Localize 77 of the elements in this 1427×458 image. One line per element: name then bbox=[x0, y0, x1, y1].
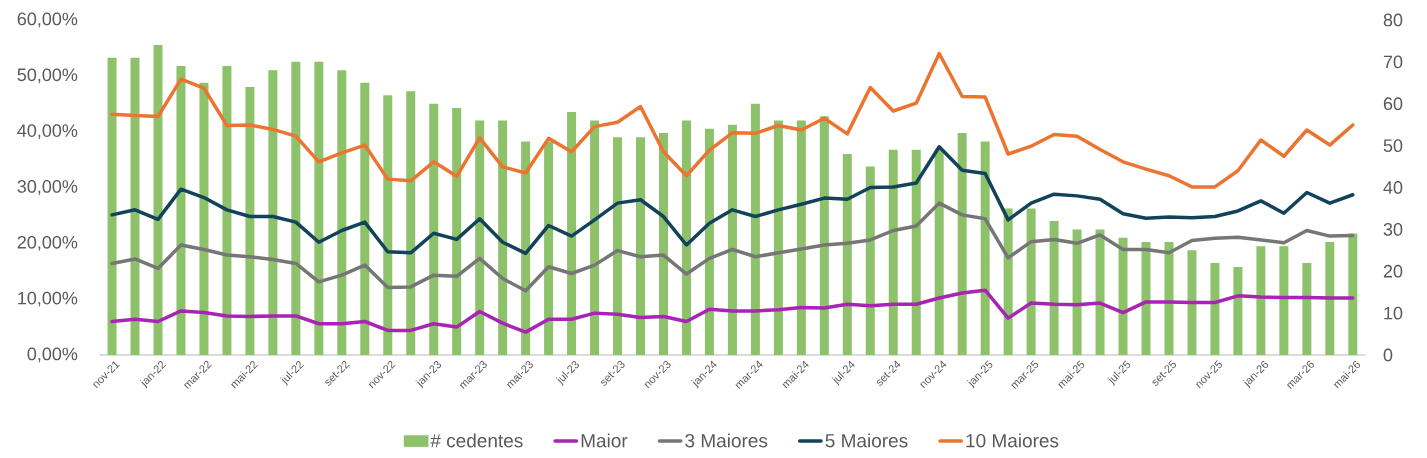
y-tick-label: 60,00% bbox=[17, 12, 78, 28]
bar bbox=[1095, 229, 1105, 355]
y2-tick-label: 30 bbox=[1383, 222, 1403, 236]
y2-tick-label: 60 bbox=[1383, 97, 1403, 111]
bar bbox=[704, 128, 714, 355]
y-tick-label: 20,00% bbox=[17, 235, 78, 251]
y-tick-label: 40,00% bbox=[17, 124, 78, 140]
y-tick-label: 0,00% bbox=[27, 347, 78, 363]
legend-label: # cedentes bbox=[430, 433, 523, 448]
bar bbox=[130, 57, 140, 355]
y2-tick-label: 80 bbox=[1383, 13, 1403, 27]
bar bbox=[314, 61, 324, 355]
y2-tick-label: 40 bbox=[1383, 181, 1403, 194]
bar bbox=[1072, 229, 1082, 355]
bar bbox=[773, 120, 783, 355]
bar bbox=[544, 141, 554, 355]
y2-tick-label: 20 bbox=[1383, 264, 1403, 278]
bar bbox=[360, 82, 370, 355]
bar bbox=[521, 141, 531, 355]
line-series bbox=[110, 144, 1355, 256]
bar bbox=[1026, 208, 1036, 355]
y2-tick-label: 0 bbox=[1383, 348, 1393, 362]
y2-tick-label: 50 bbox=[1383, 139, 1403, 152]
bar bbox=[750, 103, 760, 355]
bar bbox=[613, 137, 623, 355]
bar bbox=[796, 120, 806, 355]
bar bbox=[153, 45, 163, 355]
bar bbox=[107, 57, 117, 355]
bar bbox=[1210, 262, 1220, 355]
bar bbox=[658, 133, 668, 355]
bar bbox=[1233, 267, 1243, 355]
y2-tick-label: 10 bbox=[1384, 306, 1403, 320]
bar bbox=[681, 120, 691, 355]
bar bbox=[498, 120, 508, 355]
bar bbox=[1279, 246, 1289, 355]
bar bbox=[429, 103, 439, 355]
bar bbox=[888, 149, 898, 355]
bar bbox=[590, 120, 600, 355]
bar bbox=[245, 87, 255, 355]
bar bbox=[636, 137, 646, 355]
bar bbox=[1049, 221, 1059, 355]
bar bbox=[934, 149, 944, 355]
bar bbox=[865, 166, 875, 355]
bar bbox=[1325, 241, 1335, 355]
bar bbox=[980, 141, 990, 355]
y-tick-label: 30,00% bbox=[17, 180, 78, 195]
legend-label: Maior bbox=[581, 433, 628, 448]
bar bbox=[475, 120, 485, 355]
y-tick-label: 50,00% bbox=[17, 68, 78, 84]
bar bbox=[337, 70, 347, 355]
bar bbox=[1302, 262, 1312, 355]
line-series bbox=[110, 51, 1355, 189]
bar bbox=[383, 95, 393, 355]
bar bbox=[842, 154, 852, 355]
bar bbox=[567, 112, 577, 355]
bar bbox=[1256, 246, 1266, 355]
legend-label: 3 Maiores bbox=[685, 433, 768, 448]
bar bbox=[1118, 237, 1128, 355]
bar bbox=[1164, 241, 1174, 355]
line-series bbox=[110, 288, 1355, 334]
y2-tick-label: 70 bbox=[1383, 55, 1403, 69]
bar bbox=[222, 66, 232, 355]
bar bbox=[176, 66, 186, 355]
bar bbox=[819, 116, 829, 355]
bar bbox=[727, 124, 737, 355]
bar bbox=[406, 91, 416, 355]
bar bbox=[268, 70, 278, 355]
bar bbox=[1187, 250, 1197, 355]
legend-label: 10 Maiores bbox=[966, 433, 1059, 448]
y-tick-label: 10,00% bbox=[18, 291, 78, 307]
bar bbox=[957, 133, 967, 355]
bar bbox=[291, 61, 301, 355]
bar bbox=[452, 107, 462, 355]
bar bbox=[1348, 233, 1358, 355]
bar bbox=[199, 82, 209, 355]
legend-label: 5 Maiores bbox=[825, 433, 908, 448]
bar bbox=[911, 149, 921, 355]
